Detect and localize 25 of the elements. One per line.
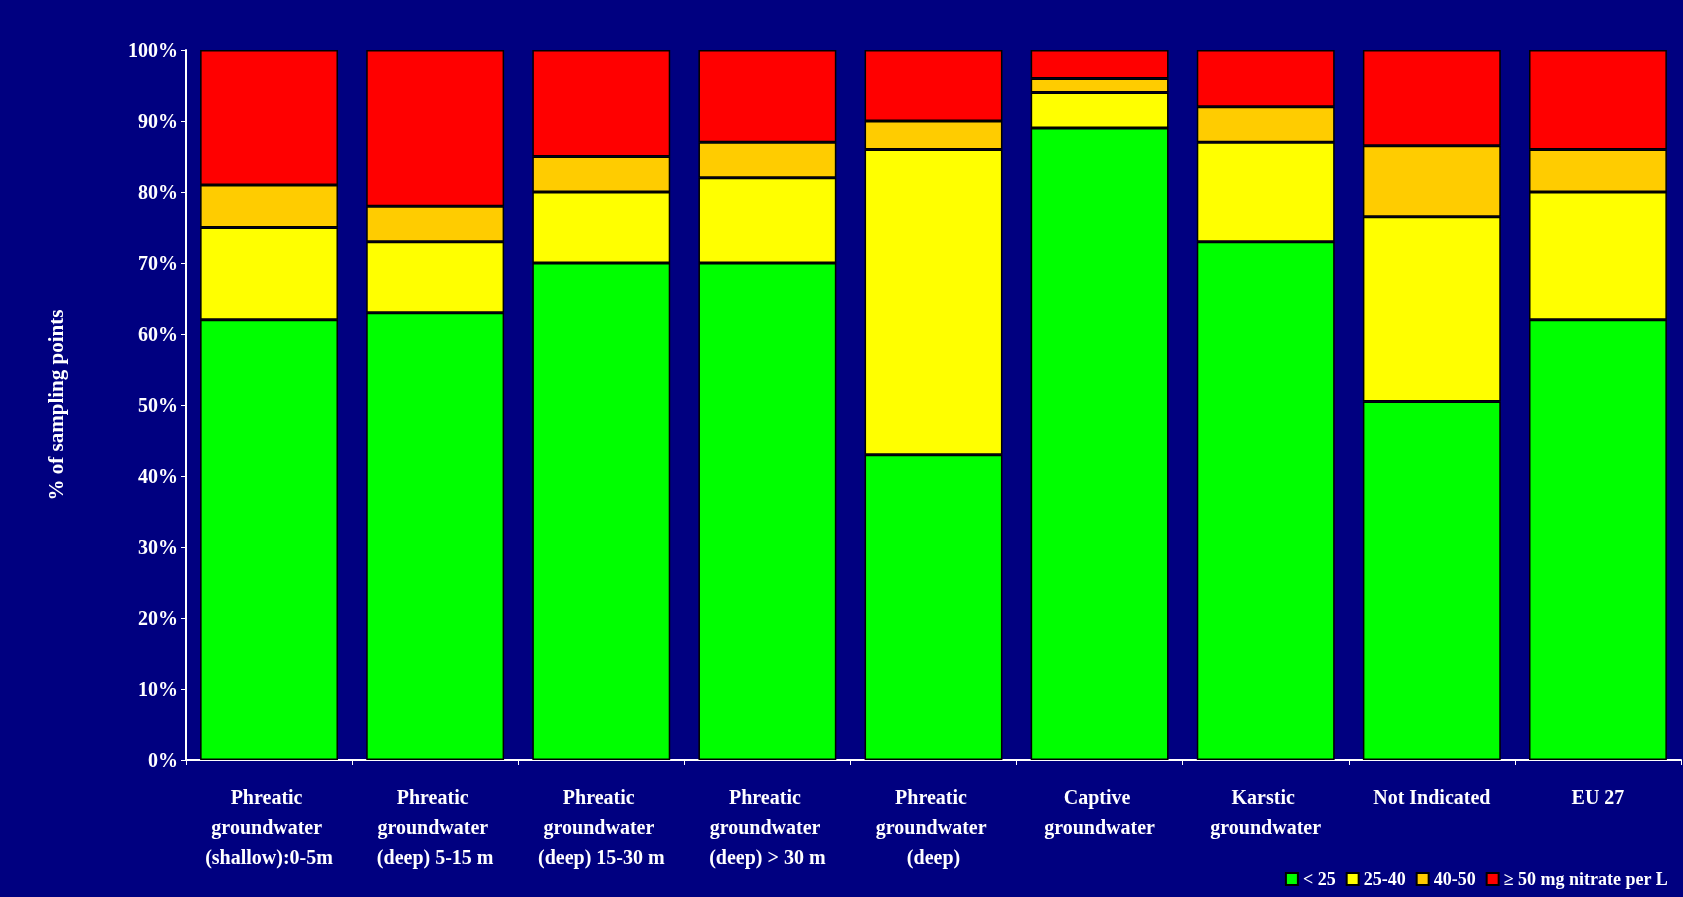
x-tick-label: Phreatic groundwater (deep) 15-30 m <box>537 786 665 869</box>
y-tick-label: 80% <box>138 181 178 203</box>
x-tick-label: Phreatic groundwater (shallow):0-5m <box>205 786 334 869</box>
legend-label: ≥ 50 mg nitrate per L <box>1503 869 1668 889</box>
y-tick-label: 0% <box>148 749 178 771</box>
y-tick-label: 40% <box>138 465 178 487</box>
y-tick-label: 50% <box>138 394 178 416</box>
y-tick-label: 20% <box>138 607 178 629</box>
x-tick-label: Phreatic groundwater (deep) > 30 m <box>709 786 826 869</box>
x-tick-label: Not Indicated <box>1373 786 1491 808</box>
y-tick-label: 100% <box>128 39 178 61</box>
y-tick-label: 90% <box>138 110 178 132</box>
y-axis-title: % of sampling points <box>43 309 68 501</box>
y-tick-label: 60% <box>138 323 178 345</box>
legend-label: < 25 <box>1302 869 1336 889</box>
legend-label: 25-40 <box>1363 869 1406 889</box>
y-tick-label: 10% <box>138 678 178 700</box>
y-tick-label: 70% <box>138 252 178 274</box>
x-tick-label: Phreatic groundwater (deep) <box>875 786 992 869</box>
x-tick-label: Karstic groundwater <box>1210 786 1322 839</box>
x-tick-label: Captive groundwater <box>1044 786 1156 839</box>
legend-label: 40-50 <box>1433 869 1476 889</box>
x-tick-label: EU 27 <box>1571 786 1625 808</box>
x-tick-label: Phreatic groundwater (deep) 5-15 m <box>376 786 494 869</box>
y-tick-label: 30% <box>138 536 178 558</box>
